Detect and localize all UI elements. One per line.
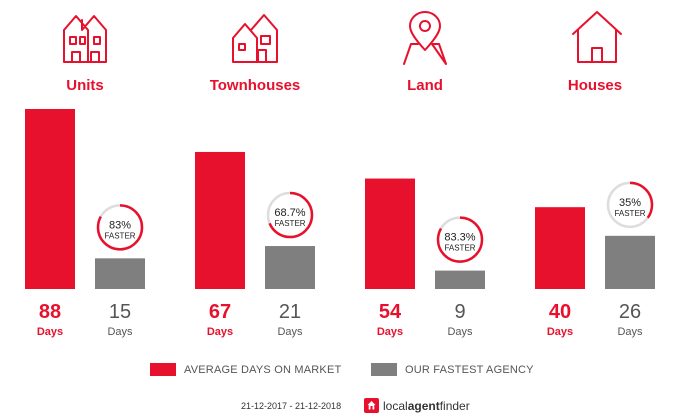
badge-ring-progress-townhouses <box>266 191 314 239</box>
legend-swatch-market <box>150 363 176 376</box>
land-icon <box>403 11 447 65</box>
bar-agency-houses <box>605 235 655 289</box>
bar-agency-townhouses <box>265 246 315 289</box>
legend-item-agency: OUR FASTEST AGENCY <box>371 363 534 376</box>
badge-ring-progress-land <box>436 216 484 263</box>
local-agent-finder-logo-icon <box>364 398 379 413</box>
category-label-units: Units <box>66 77 104 94</box>
value-market-townhouses: 67 <box>209 301 231 323</box>
brand-name-light: local <box>383 398 408 413</box>
badge-percent-units: 83% <box>109 219 131 231</box>
value-agency-townhouses: 21 <box>279 301 301 323</box>
bar-market-units <box>25 109 75 289</box>
value-agency-units: 15 <box>109 301 131 323</box>
unit-agency-units: Days <box>107 326 133 338</box>
brand-logo-link[interactable]: localagentfinder <box>364 398 470 413</box>
value-market-units: 88 <box>39 301 61 323</box>
category-label-houses: Houses <box>568 77 622 94</box>
legend-label-agency: OUR FASTEST AGENCY <box>405 363 534 376</box>
unit-agency-townhouses: Days <box>277 326 303 338</box>
date-range: 21-12-2017 - 21-12-2018 <box>241 401 342 411</box>
badge-faster-townhouses: FASTER <box>274 219 305 228</box>
category-label-townhouses: Townhouses <box>210 77 301 94</box>
badge-ring-progress-units <box>96 204 144 251</box>
bar-agency-land <box>435 270 485 289</box>
category-label-land: Land <box>407 77 443 94</box>
bar-market-land <box>365 178 415 289</box>
value-agency-land: 9 <box>454 301 465 323</box>
days-on-market-chart: Units83%FASTER88Days15DaysTownhouses68.7… <box>25 11 655 338</box>
legend-label-market: AVERAGE DAYS ON MARKET <box>184 363 342 376</box>
badge-faster-houses: FASTER <box>614 209 645 218</box>
legend: AVERAGE DAYS ON MARKET OUR FASTEST AGENC… <box>0 363 700 379</box>
townhouses-icon <box>232 14 278 63</box>
badge-ring-progress-houses <box>606 181 654 229</box>
badge-faster-units: FASTER <box>104 231 135 240</box>
value-agency-houses: 26 <box>619 301 641 323</box>
unit-market-townhouses: Days <box>207 326 233 338</box>
brand-name-end: finder <box>439 398 470 413</box>
houses-icon <box>572 11 622 63</box>
badge-percent-houses: 35% <box>619 197 641 209</box>
value-market-land: 54 <box>379 301 402 323</box>
unit-market-houses: Days <box>547 326 573 338</box>
bar-agency-units <box>95 258 145 289</box>
brand-name: localagentfinder <box>383 399 470 413</box>
legend-swatch-agency <box>371 363 397 376</box>
unit-market-land: Days <box>377 326 403 338</box>
badge-faster-land: FASTER <box>444 244 475 253</box>
units-icon <box>63 15 107 63</box>
unit-agency-land: Days <box>447 326 473 338</box>
brand-name-bold: agent <box>407 398 440 413</box>
legend-item-market: AVERAGE DAYS ON MARKET <box>150 363 341 376</box>
footer: 21-12-2017 - 21-12-2018 localagentfinder <box>0 398 700 416</box>
bar-market-townhouses <box>195 151 245 289</box>
badge-percent-townhouses: 68.7% <box>274 207 305 219</box>
bar-market-houses <box>535 207 585 289</box>
badge-percent-land: 83.3% <box>444 232 475 244</box>
unit-market-units: Days <box>37 326 63 338</box>
value-market-houses: 40 <box>549 301 571 323</box>
unit-agency-houses: Days <box>617 326 643 338</box>
